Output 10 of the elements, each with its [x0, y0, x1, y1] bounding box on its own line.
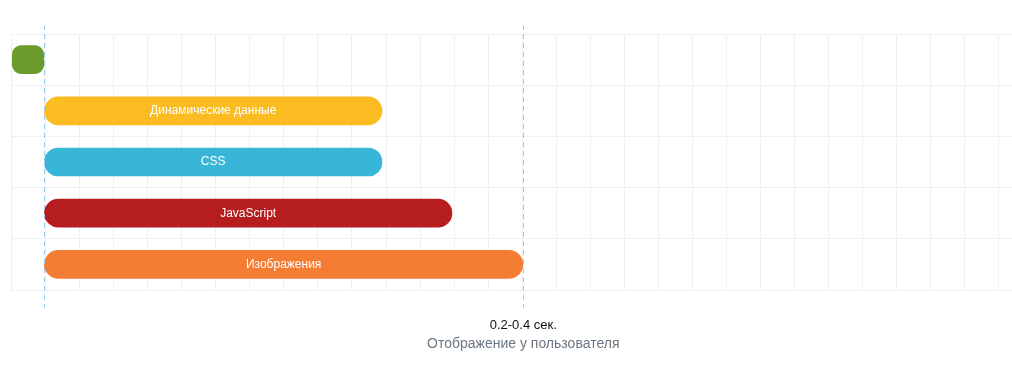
y-tick-label: Изображения	[245, 256, 322, 271]
ref-line-label: 0.2-0.4 сек.	[489, 316, 557, 332]
bar	[44, 250, 524, 279]
y-tick-label: JavaScript	[220, 205, 277, 220]
bar	[44, 96, 383, 126]
text: Отображение у пользователя	[427, 334, 620, 351]
bar	[44, 147, 383, 177]
bar	[44, 198, 453, 228]
y-tick-label: CSS	[200, 154, 226, 169]
y-tick-label: Динамические данные	[150, 103, 277, 118]
